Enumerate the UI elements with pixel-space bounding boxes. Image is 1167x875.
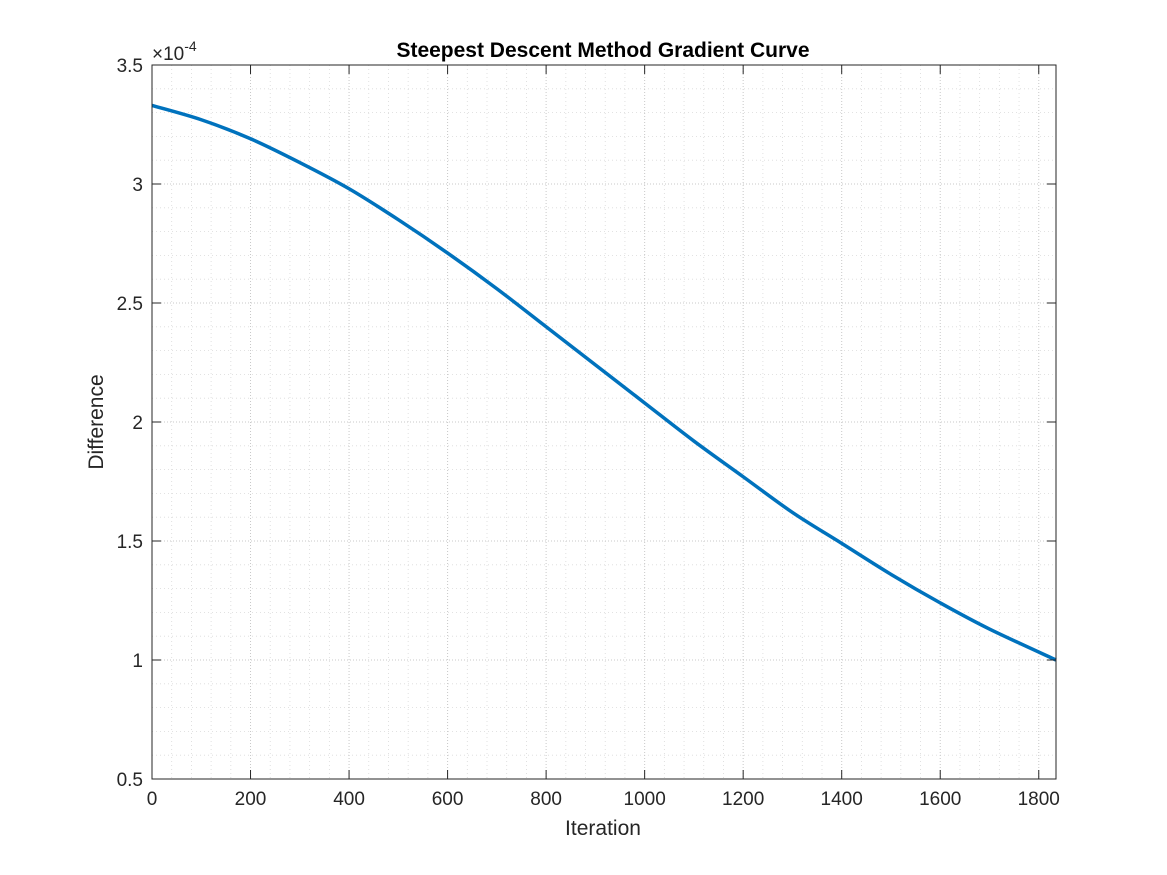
y-exponent-label: ×10-4 [152,38,197,65]
y-tick-label: 2.5 [117,294,143,315]
y-exponent-power: -4 [184,38,197,54]
x-tick-label: 400 [333,789,365,810]
series-line-0 [151,103,1057,662]
y-tick-label: 2 [132,413,143,434]
chart-title: Steepest Descent Method Gradient Curve [396,39,809,62]
y-tick-label: 3.5 [117,56,143,77]
x-tick-labels: 0 200 400 600 800 1000 1200 1400 1600 1800 [147,789,1060,810]
x-axis-label: Iteration [565,817,641,840]
y-axis-label: Difference [85,374,108,469]
x-tick-label: 800 [530,789,562,810]
x-tick-label: 0 [147,789,158,810]
x-tick-label: 1000 [624,789,666,810]
y-tick-label: 1 [132,651,143,672]
y-tick-labels: 0.5 1 1.5 2 2.5 3 3.5 [117,56,143,791]
x-tick-label: 1800 [1018,789,1060,810]
x-tick-label: 1600 [919,789,961,810]
x-tick-label: 1400 [821,789,863,810]
major-grid [152,65,1056,779]
y-tick-label: 0.5 [117,770,143,791]
series-layer [151,103,1057,662]
y-tick-label: 3 [132,175,143,196]
y-exponent-base: ×10 [152,44,184,65]
y-tick-label: 1.5 [117,532,143,553]
tick-marks [151,64,1056,780]
x-tick-label: 1200 [722,789,764,810]
x-tick-label: 600 [432,789,464,810]
x-tick-label: 200 [235,789,267,810]
